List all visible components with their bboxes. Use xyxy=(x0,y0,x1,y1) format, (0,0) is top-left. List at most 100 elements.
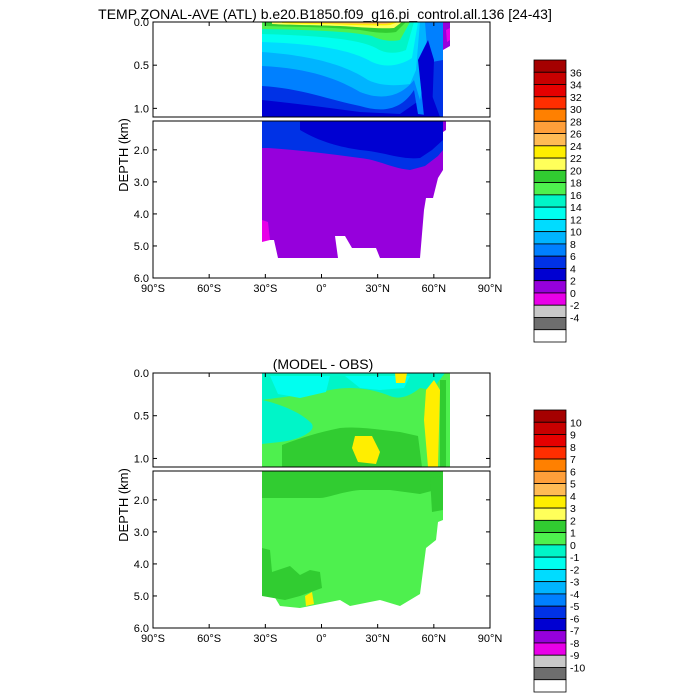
colorbar-swatch xyxy=(533,519,567,534)
colorbar-label: -4 xyxy=(570,589,579,601)
colorbar-label: 8 xyxy=(570,442,576,454)
colorbar-label: 2 xyxy=(570,515,576,527)
colorbar-swatch xyxy=(533,169,567,184)
top-upper-field xyxy=(262,22,450,117)
y-tick-label: 3.0 xyxy=(134,177,149,189)
top-y-axis-label: DEPTH (km) xyxy=(116,118,131,192)
top-lower-field xyxy=(262,121,446,258)
colorbar-label: -8 xyxy=(570,638,579,650)
top-title: TEMP ZONAL-AVE (ATL) b.e20.B1850.f09_g16… xyxy=(98,6,552,22)
bottom-upper-lightcyan xyxy=(270,376,330,398)
bottom-lower-yellow xyxy=(305,592,314,606)
bottom-x-ticks: 90°S 60°S 30°S 0° 30°N 60°N 90°N xyxy=(141,373,502,645)
x-tick-label: 30°N xyxy=(365,283,390,295)
bottom-upper-yellow-nordic xyxy=(424,380,440,467)
bottom-lower-nordic xyxy=(430,476,443,512)
colorbar-label: 12 xyxy=(570,214,582,226)
colorbar-label: 36 xyxy=(570,67,582,79)
bottom-upper-nordic-green xyxy=(440,380,446,467)
colorbar-swatch xyxy=(533,317,567,331)
colorbar-swatch xyxy=(533,206,567,220)
colorbar-label: 6 xyxy=(570,466,576,478)
colorbar-swatch xyxy=(533,182,567,196)
colorbar-label: -2 xyxy=(570,564,579,576)
bottom-upper-green xyxy=(282,427,422,467)
y-tick-label: 5.0 xyxy=(134,241,149,253)
bottom-upper-field xyxy=(262,373,450,467)
bottom-upper-lightcyan2 xyxy=(345,376,410,390)
colorbar-label: 2 xyxy=(570,276,576,288)
bottom-upper-yellowdot xyxy=(395,373,407,383)
top-lower-darkblue xyxy=(300,121,443,159)
x-tick-label: 0° xyxy=(316,283,327,295)
bottom-lower-field xyxy=(262,471,443,608)
bottom-upper-yellow xyxy=(352,436,380,464)
bottom-upper-cyan-deep xyxy=(262,400,313,444)
y-tick-label: 6.0 xyxy=(134,273,149,285)
colorbar-label: 30 xyxy=(570,104,582,116)
colorbar-label: 16 xyxy=(570,190,582,202)
colorbar-label: 0 xyxy=(570,288,576,300)
colorbar-label: 10 xyxy=(570,227,582,239)
colorbar-swatch xyxy=(533,605,567,619)
colorbar-swatch xyxy=(533,507,567,521)
x-tick-label: 60°S xyxy=(197,283,221,295)
colorbar-swatch xyxy=(533,280,567,294)
top-y-ticks-upper: 0.0 0.5 1.0 xyxy=(134,17,490,115)
x-tick-label: 60°S xyxy=(197,633,221,645)
colorbar-label: 7 xyxy=(570,454,576,466)
y-tick-label: 2.0 xyxy=(134,495,149,507)
x-tick-label: 90°N xyxy=(478,283,503,295)
bottom-lower-green xyxy=(262,471,443,498)
colorbar-label: -4 xyxy=(570,312,579,324)
bottom-lower-deep-green xyxy=(262,548,322,600)
colorbar-swatch xyxy=(533,409,567,423)
colorbar-label: -1 xyxy=(570,552,579,564)
top-x-ticks: 90°S 60°S 30°S 0° 30°N 60°N 90°N xyxy=(141,22,502,295)
colorbar-swatch xyxy=(533,218,567,233)
colorbar-swatch xyxy=(533,446,567,460)
colorbar-swatch xyxy=(533,581,567,595)
y-tick-label: 3.0 xyxy=(134,527,149,539)
colorbar-swatch xyxy=(533,71,567,85)
colorbar-label: -3 xyxy=(570,577,579,589)
top-upper-deep xyxy=(262,90,440,117)
colorbar-swatch xyxy=(533,630,567,644)
y-tick-label: 0.5 xyxy=(134,60,149,72)
colorbar-swatch xyxy=(533,593,567,607)
colorbar-swatch xyxy=(533,133,567,147)
top-y-ticks-lower: 2.0 3.0 4.0 5.0 6.0 xyxy=(134,145,490,285)
colorbar-label: 20 xyxy=(570,165,582,177)
y-tick-label: 4.0 xyxy=(134,559,149,571)
x-tick-label: 60°N xyxy=(422,633,447,645)
colorbar-label: 4 xyxy=(570,491,576,503)
colorbar-swatch xyxy=(533,470,567,484)
x-tick-label: 90°S xyxy=(141,633,165,645)
colorbar-swatch xyxy=(533,329,567,343)
bottom-y-axis-label: DEPTH (km) xyxy=(116,468,131,542)
y-tick-label: 1.0 xyxy=(134,103,149,115)
y-tick-label: 0.5 xyxy=(134,411,149,423)
colorbar-swatch xyxy=(533,568,567,583)
colorbar-label: 26 xyxy=(570,129,582,141)
colorbar-swatch xyxy=(533,157,567,171)
bottom-y-ticks-lower: 2.0 3.0 4.0 5.0 6.0 xyxy=(134,495,490,635)
colorbar-swatch xyxy=(533,292,567,306)
colorbar-swatch xyxy=(533,544,567,558)
colorbar-label: 4 xyxy=(570,263,576,275)
bottom-y-ticks-upper: 0.0 0.5 1.0 xyxy=(134,368,490,465)
y-tick-label: 0.0 xyxy=(134,17,149,29)
y-tick-label: 6.0 xyxy=(134,623,149,635)
colorbar-label: -5 xyxy=(570,601,579,613)
top-lower-nordic xyxy=(443,121,446,132)
y-tick-label: 2.0 xyxy=(134,145,149,157)
y-tick-label: 0.0 xyxy=(134,368,149,380)
x-tick-label: 0° xyxy=(316,633,327,645)
colorbar-swatch xyxy=(533,483,567,497)
colorbar-swatch xyxy=(533,421,567,435)
top-upper-nordic2 xyxy=(446,28,450,42)
colorbar-label: 10 xyxy=(570,417,582,429)
